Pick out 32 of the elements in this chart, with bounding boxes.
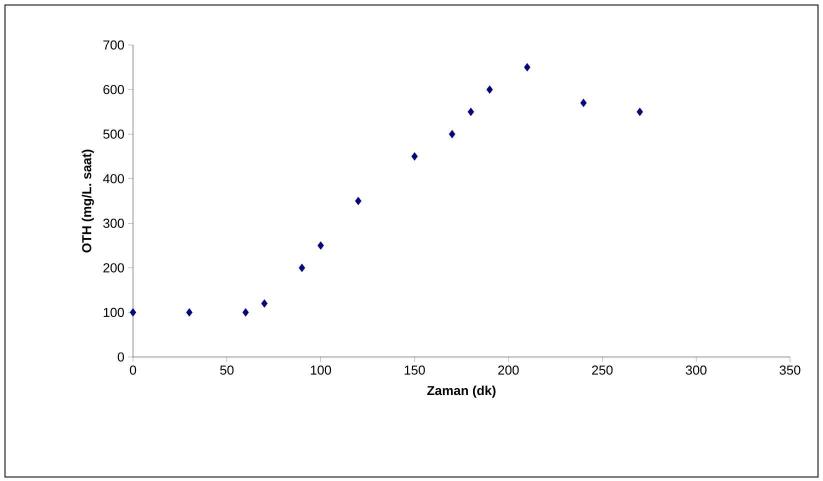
- y-tick-label: 700: [103, 40, 124, 50]
- point: [486, 85, 493, 94]
- point: [261, 299, 268, 308]
- point: [448, 130, 456, 138]
- y-tick-label: 0: [118, 352, 124, 362]
- x-axis-title: Zaman (dk): [427, 386, 496, 398]
- point: [636, 108, 644, 116]
- point: [186, 308, 193, 317]
- point: [580, 98, 587, 108]
- point: [130, 308, 136, 317]
- point: [242, 308, 249, 317]
- x-tick-label: 150: [404, 366, 425, 375]
- x-tick-label: 200: [498, 366, 519, 375]
- y-tick-label: 400: [103, 174, 124, 184]
- y-axis-title: OTH (mg/L. saat): [82, 150, 94, 252]
- x-tick-label: 50: [220, 366, 234, 375]
- y-tick-label: 600: [103, 84, 124, 94]
- point: [355, 196, 362, 206]
- point: [298, 264, 306, 272]
- point: [468, 108, 474, 116]
- point: [318, 241, 324, 250]
- y-tick-label: 500: [103, 130, 124, 139]
- y-tick-label: 100: [104, 308, 124, 318]
- x-tick-label: 300: [686, 366, 706, 375]
- x-tick-label: 250: [592, 366, 613, 375]
- y-tick-label: 300: [103, 218, 124, 228]
- x-tick-label: 100: [310, 366, 332, 375]
- point: [411, 152, 418, 161]
- x-tick-label: 0: [130, 366, 136, 375]
- y-tick-label: 200: [103, 263, 124, 272]
- x-tick-label: 350: [780, 366, 800, 375]
- point: [524, 63, 530, 72]
